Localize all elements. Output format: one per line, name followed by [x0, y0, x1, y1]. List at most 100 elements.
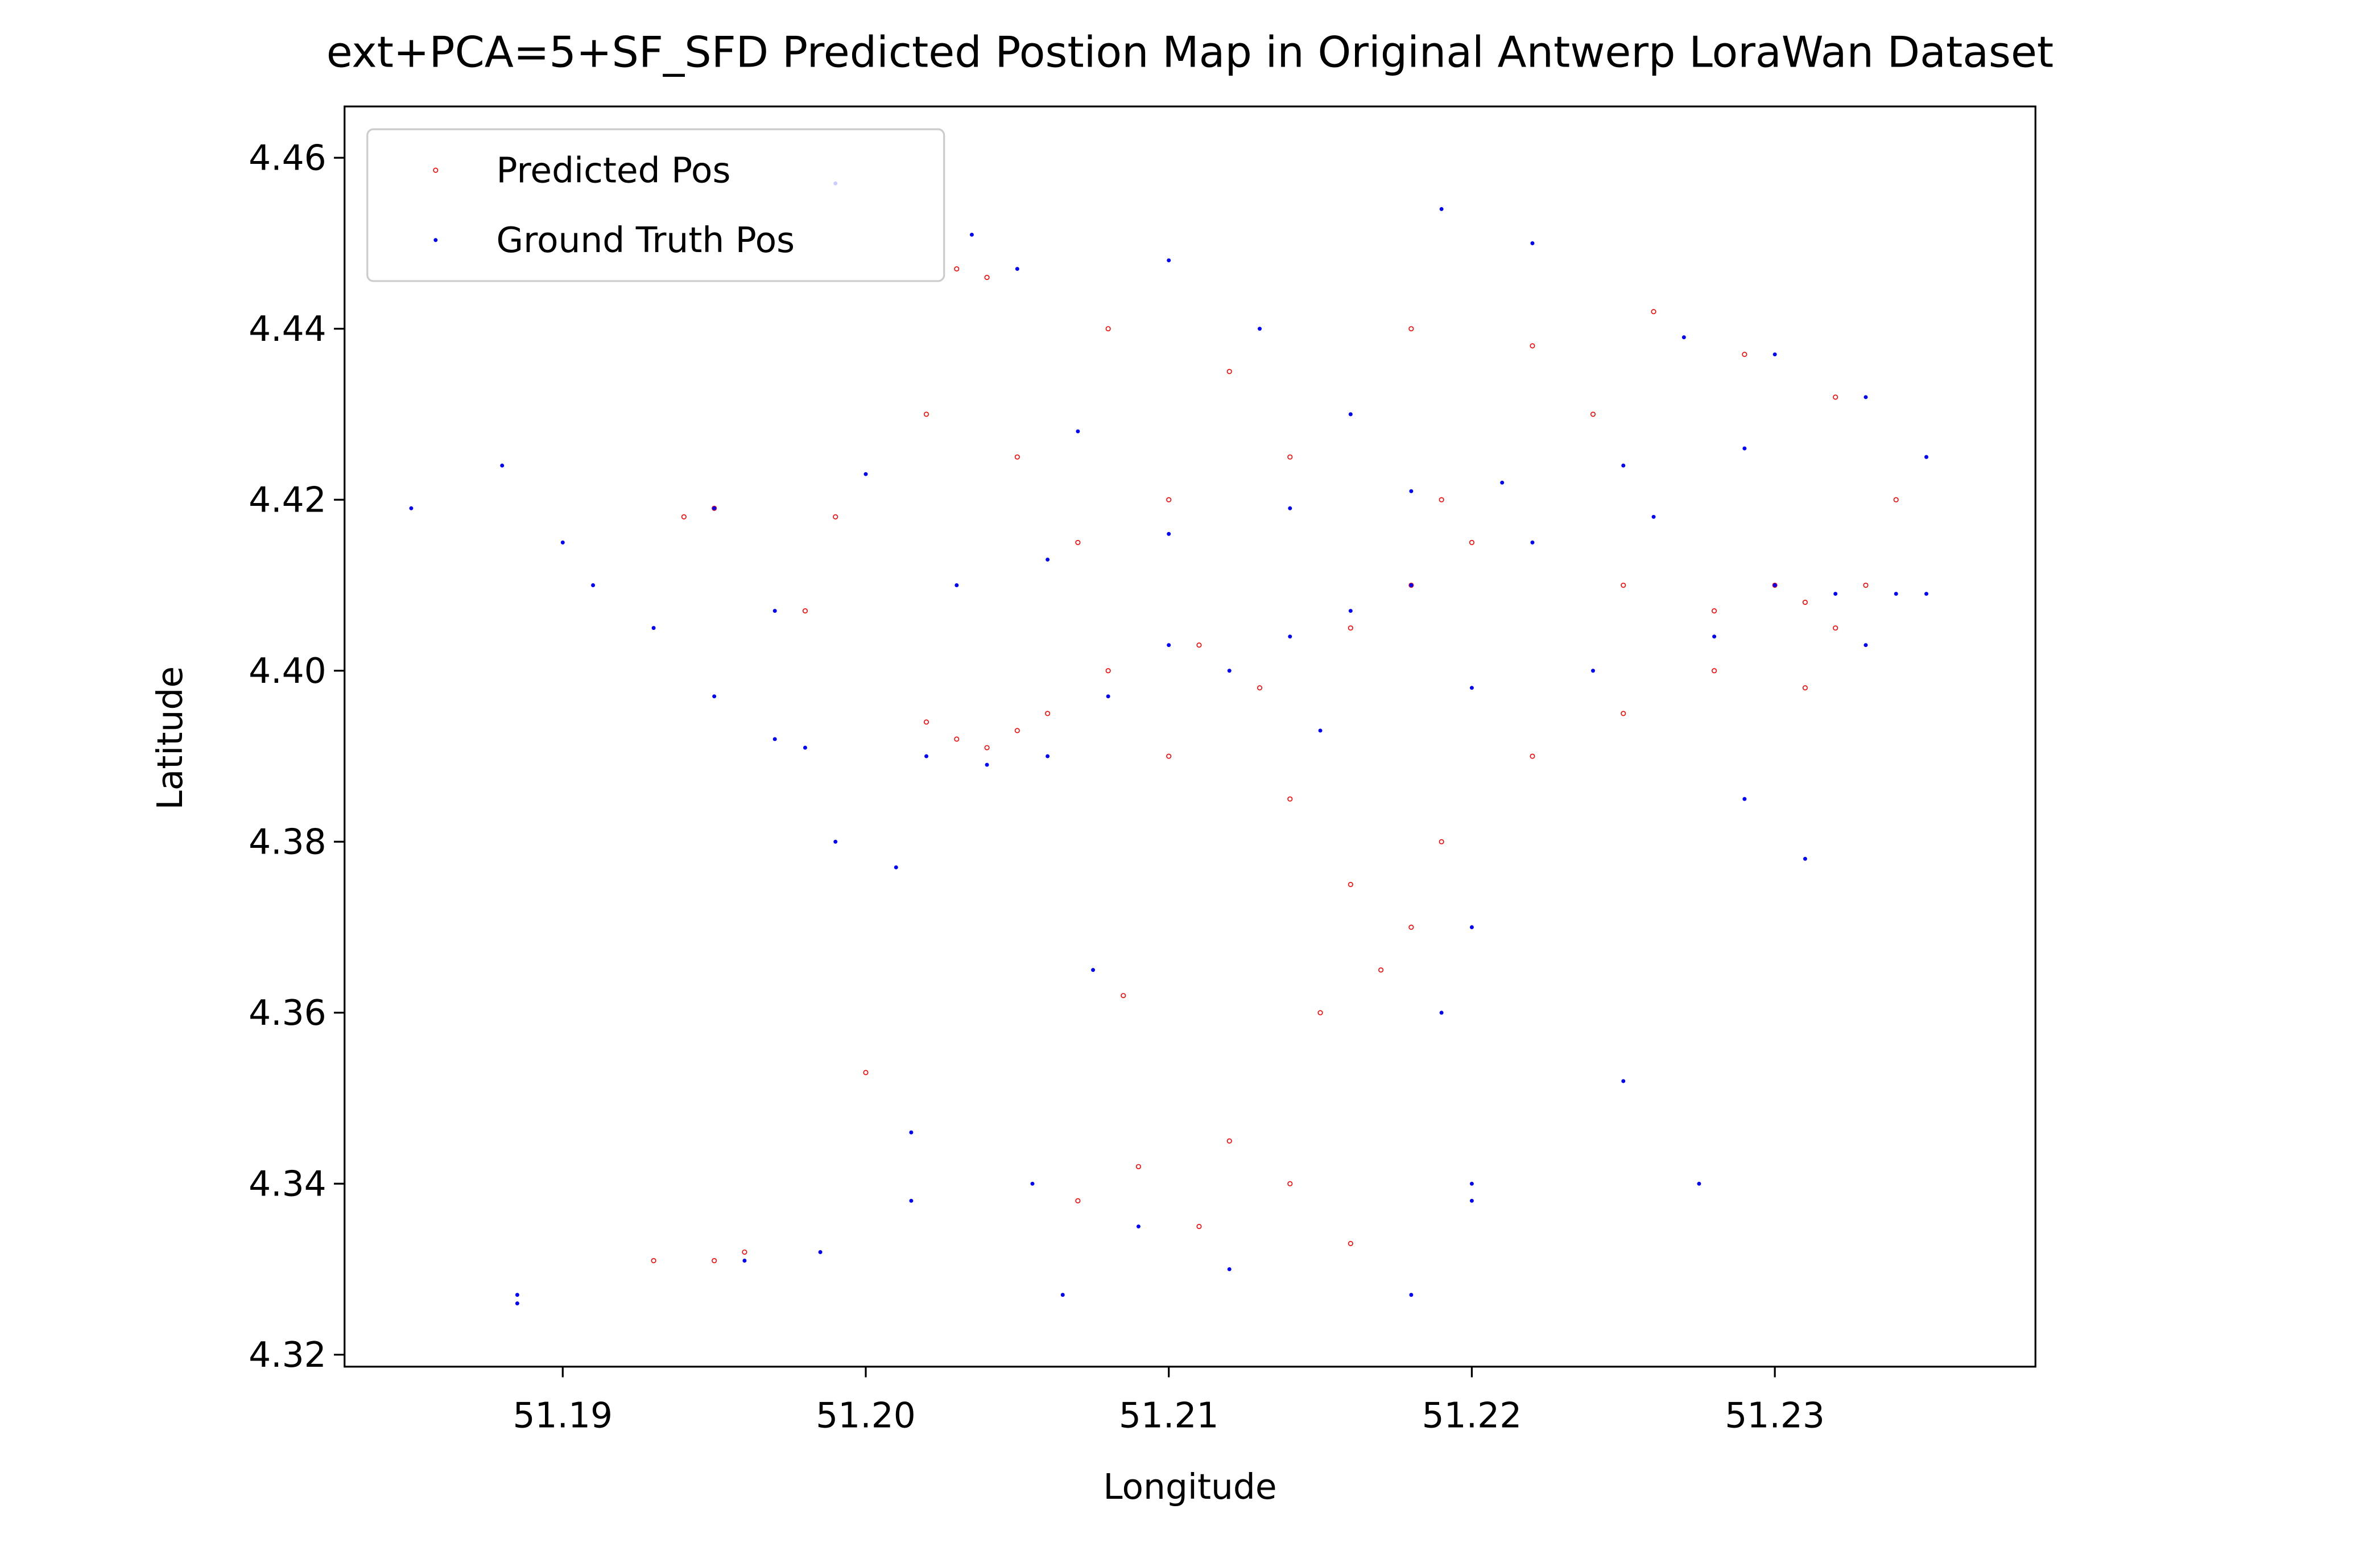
point: [1530, 343, 1535, 349]
point: [1469, 686, 1474, 690]
point: [1258, 327, 1262, 331]
legend-label: Ground Truth Pos: [497, 220, 795, 261]
point: [1833, 592, 1838, 596]
point: [1014, 454, 1020, 460]
point: [1105, 668, 1111, 674]
point: [1135, 1164, 1141, 1169]
point: [742, 1259, 747, 1263]
point: [1621, 1079, 1626, 1083]
point: [1348, 412, 1353, 417]
point: [923, 411, 929, 417]
legend-marker: [433, 238, 438, 242]
point: [1227, 1267, 1232, 1272]
chart-title: ext+PCA=5+SF_SFD Predicted Postion Map i…: [327, 28, 2053, 77]
point: [1287, 1181, 1293, 1186]
point: [984, 745, 990, 751]
point: [984, 275, 990, 281]
point: [1409, 1293, 1414, 1297]
legend-label: Predicted Pos: [497, 151, 731, 191]
point: [1075, 539, 1081, 545]
point: [1196, 1223, 1202, 1229]
point: [1046, 754, 1050, 758]
point: [1712, 608, 1717, 614]
y-tick-label: 4.46: [249, 138, 327, 179]
point: [923, 719, 929, 725]
point: [1621, 582, 1626, 588]
x-axis-label: Longitude: [1103, 1467, 1276, 1507]
point: [591, 583, 596, 587]
point: [1288, 634, 1292, 639]
point: [985, 762, 989, 767]
point: [1590, 411, 1596, 417]
y-tick-label: 4.36: [249, 993, 327, 1033]
point: [863, 1070, 869, 1075]
point: [1136, 1224, 1141, 1228]
point: [1348, 881, 1353, 887]
point: [1772, 583, 1777, 587]
point: [500, 463, 505, 468]
point: [1924, 455, 1928, 459]
point: [1166, 753, 1172, 759]
point: [1167, 531, 1171, 536]
point: [1378, 967, 1384, 973]
point: [1712, 668, 1717, 674]
point: [1439, 497, 1444, 502]
point: [1681, 335, 1686, 340]
point: [1469, 925, 1474, 929]
point: [802, 608, 808, 614]
point: [1803, 856, 1807, 861]
point: [1621, 711, 1626, 716]
point: [1045, 711, 1051, 716]
y-axis-label: Latitude: [150, 666, 191, 810]
point: [1833, 625, 1838, 631]
point: [1015, 267, 1019, 271]
point: [712, 506, 717, 510]
point: [1621, 463, 1626, 468]
point: [1166, 497, 1172, 502]
point: [1060, 1293, 1065, 1297]
point: [909, 1198, 914, 1203]
point: [1348, 609, 1353, 613]
series-points: [651, 266, 1899, 1264]
point: [1439, 1011, 1444, 1015]
legend-box: [366, 128, 945, 282]
point: [1500, 480, 1505, 485]
point: [833, 514, 838, 520]
point: [1014, 728, 1020, 733]
point: [1257, 685, 1263, 691]
legend-marker: [433, 167, 439, 173]
point: [969, 232, 974, 237]
y-tick-label: 4.40: [249, 651, 327, 691]
point: [1772, 582, 1778, 588]
point: [1287, 796, 1293, 802]
point: [803, 745, 807, 750]
point: [1227, 669, 1232, 673]
point: [1469, 1198, 1474, 1203]
point: [1196, 642, 1202, 648]
point: [1318, 728, 1323, 733]
point: [1030, 1181, 1035, 1186]
point: [1651, 514, 1656, 519]
point: [1076, 429, 1080, 434]
point: [1408, 924, 1414, 930]
plot-frame: [344, 105, 2036, 1368]
x-tick-label: 51.21: [1119, 1396, 1219, 1436]
point: [1863, 582, 1869, 588]
point: [818, 1250, 823, 1254]
y-tick-label: 4.34: [249, 1164, 327, 1205]
point: [954, 266, 960, 272]
point: [772, 737, 777, 741]
point: [954, 736, 960, 742]
point: [515, 1293, 519, 1297]
point: [1742, 797, 1747, 801]
point: [1167, 643, 1171, 648]
point: [863, 472, 868, 476]
point: [1439, 839, 1444, 844]
point: [1833, 394, 1838, 400]
x-tick-label: 51.20: [816, 1396, 916, 1436]
x-tick-label: 51.23: [1725, 1396, 1825, 1436]
point: [1106, 694, 1110, 699]
point: [1348, 625, 1353, 631]
point: [560, 540, 565, 545]
